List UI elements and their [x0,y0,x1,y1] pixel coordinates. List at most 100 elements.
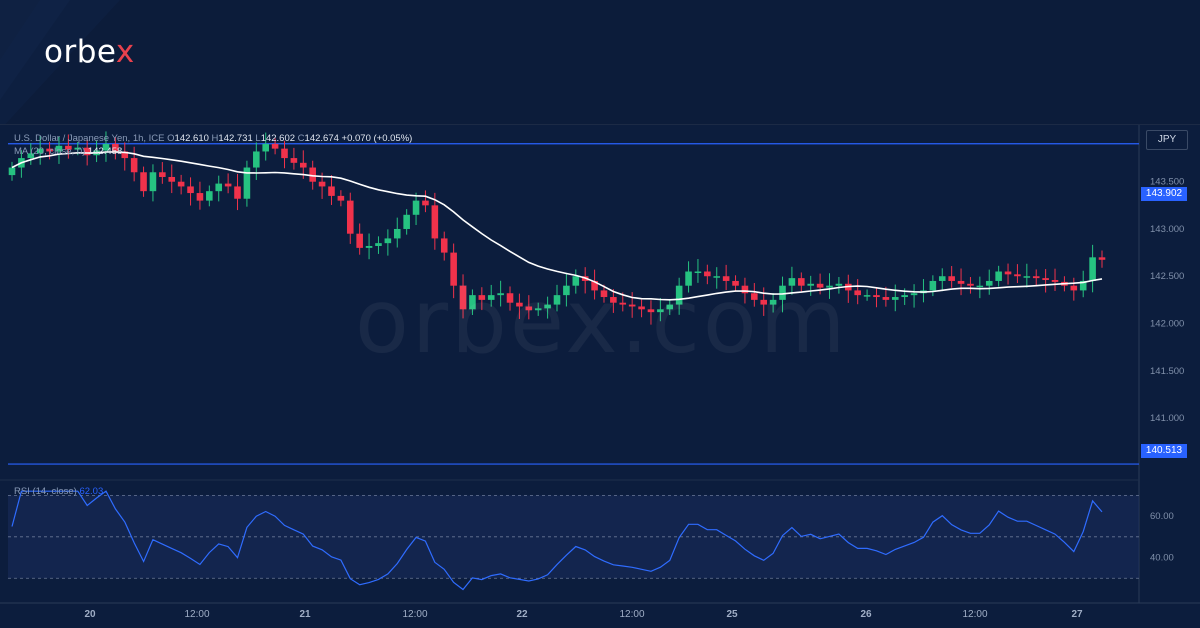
candle-body [863,295,871,297]
candle-body [722,276,730,281]
candle-body [497,293,504,296]
candle-body [534,308,542,311]
candle-body [1098,257,1106,260]
candle-body [65,145,72,150]
candle-body [751,293,758,300]
rsi-label: RSI (14, close) [14,486,77,497]
candle-body [8,167,16,176]
legend-ma: MA (20, close, 0) 142.458 [14,146,122,157]
candle-body [525,306,533,311]
time-tick-label: 26 [860,609,872,620]
time-tick-label: 12:00 [619,609,644,620]
candle-body [779,285,786,300]
legend-close: 142.674 [304,133,339,144]
candle-body [1042,278,1049,281]
watermark: orbex.com [355,270,849,373]
currency-button[interactable]: JPY [1146,130,1188,150]
candle-body [1023,276,1031,278]
candle-body [271,143,279,149]
candle-body [1079,280,1087,291]
candle-body [685,271,692,286]
candle-body [516,302,523,307]
candle-body [610,297,617,303]
candle-body [600,290,608,298]
time-tick-label: 12:00 [402,609,427,620]
candle-body [835,283,843,286]
candle-body [1070,285,1078,291]
candle-body [638,306,645,310]
candle-body [1089,257,1096,281]
candle-body [826,285,833,288]
candle-body [318,181,326,187]
price-tick-label: 141.500 [1150,366,1184,377]
rsi-tick-label: 60.00 [1150,511,1174,522]
ma-label: MA (20, close, 0) [14,146,86,157]
candle-body [121,151,129,159]
price-tick-label: 143.500 [1150,177,1184,188]
rsi-tick-label: 40.00 [1150,553,1174,564]
candle-body [901,295,908,298]
time-tick-label: 21 [299,609,311,620]
price-tag-upper: 143.902 [1141,187,1187,201]
candle-body [412,200,420,215]
candle-body [957,280,965,284]
chart-panel: 141.000 141.500 142.000 142.500 143.000 143.5… [0,124,1200,628]
candle-body [628,304,636,307]
candle-body [478,295,486,300]
candle-body [694,271,702,274]
candle-body [891,297,899,300]
candle-body [976,285,984,288]
candle-body [995,271,1002,281]
price-tick-label: 143.000 [1150,224,1184,235]
candle-body [337,195,345,201]
candle-body [929,280,937,291]
candle-body [365,245,373,248]
candle-body [196,193,204,201]
candle-body [1004,271,1012,275]
candle-body [1051,280,1059,282]
ma-value: 142.458 [87,146,123,157]
legend-symbol: U.S. Dollar / Japanese Yen, 1h, ICE [14,133,165,144]
candle-body [177,181,185,187]
candle-body [262,143,269,152]
price-tag-lower: 140.513 [1141,444,1187,458]
candle-body [544,304,551,309]
candle-body [393,228,401,239]
candle-body [938,276,946,281]
rsi-line [11,490,1103,591]
candle-body [384,238,392,244]
candle-body [224,183,232,187]
candle-body [816,283,824,288]
candle-body [553,295,561,305]
candle-body [27,153,35,159]
candle-body [506,293,514,303]
candle-body [234,186,241,199]
candle-body [1014,274,1021,277]
time-tick-label: 12:00 [962,609,987,620]
candle-body [572,276,580,286]
candle-body [647,309,655,313]
candle-body [375,243,382,246]
candle-body [459,285,467,310]
candle-body [788,278,796,286]
candle-body [290,158,298,163]
legend-high: 142.731 [218,133,253,144]
candle-body [1032,276,1040,279]
candle-body [403,214,410,229]
candle-body [563,285,570,296]
candle-body [675,285,683,305]
legend-rsi: RSI (14, close) 62.03 [14,486,103,497]
candle-body [882,297,890,300]
candle-body [130,158,138,173]
candle-body [55,145,63,152]
candle-body [450,252,457,286]
candle-body [440,238,448,253]
candle-body [168,176,176,182]
candle-body [619,302,627,305]
candle-body [732,280,739,286]
moving-average-line [11,151,1103,301]
candle-body [704,271,711,277]
candle-body [591,280,598,291]
candle-body [356,233,363,248]
